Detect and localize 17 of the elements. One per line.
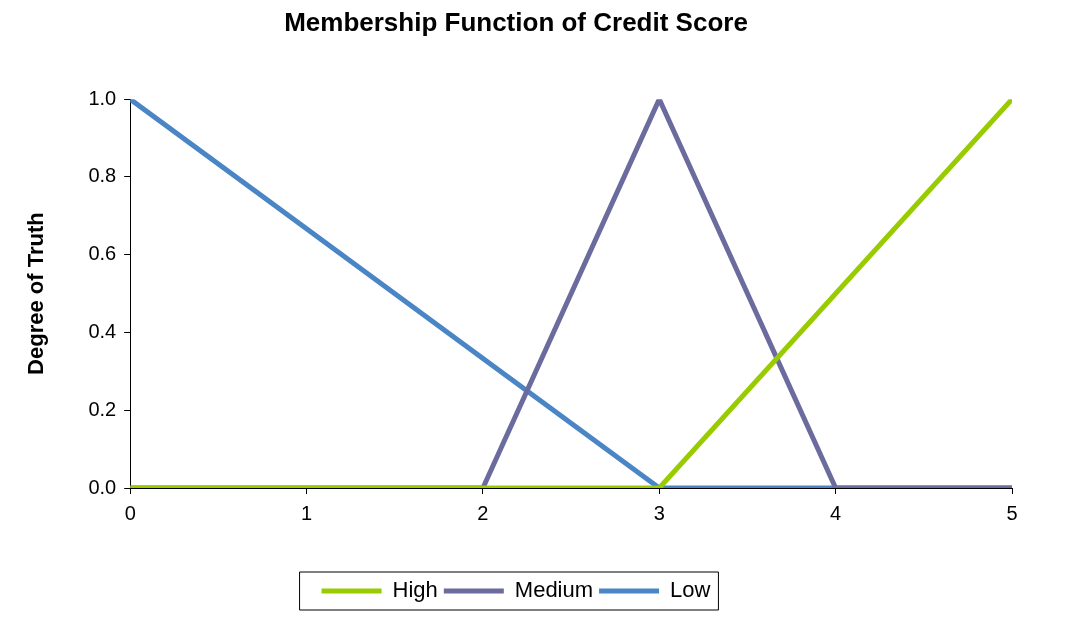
legend-label: Medium bbox=[514, 577, 594, 603]
legend-label: High bbox=[392, 577, 438, 603]
x-tick-label: 3 bbox=[653, 501, 665, 524]
y-tick-label: 1.0 bbox=[88, 86, 117, 109]
y-tick-label: 0.4 bbox=[88, 320, 117, 342]
legend-label: Low bbox=[670, 577, 711, 603]
y-axis-title: Degree of Truth bbox=[23, 212, 49, 375]
x-tick-label: 0 bbox=[124, 501, 136, 524]
y-tick-label: 0.6 bbox=[88, 242, 117, 265]
y-tick-label: 0.2 bbox=[88, 397, 117, 420]
y-tick-label: 0.0 bbox=[88, 475, 117, 498]
chart-title: Membership Function of Credit Score bbox=[284, 6, 748, 37]
y-tick-label: 0.8 bbox=[88, 164, 117, 187]
x-tick-label: 1 bbox=[301, 501, 313, 524]
x-tick-label: 2 bbox=[477, 501, 489, 524]
x-tick-label: 5 bbox=[1006, 501, 1018, 524]
x-tick-label: 4 bbox=[830, 501, 842, 524]
